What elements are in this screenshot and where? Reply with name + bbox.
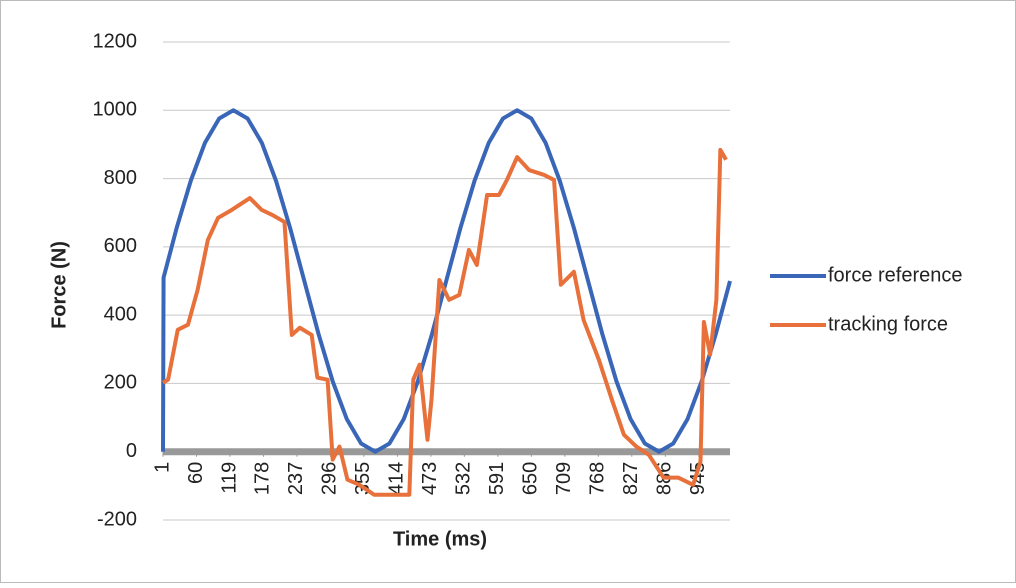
- y-tick-label: 1000: [93, 99, 138, 121]
- y-tick-label: 800: [104, 167, 137, 189]
- x-tick-label: 709: [553, 462, 575, 495]
- x-tick-label: 650: [520, 462, 542, 495]
- x-tick-label: 473: [419, 462, 441, 495]
- legend-label: force reference: [828, 264, 963, 286]
- x-tick-label: 827: [620, 462, 642, 495]
- x-tick-label: 768: [587, 462, 609, 495]
- legend-label: tracking force: [828, 313, 948, 335]
- x-tick-label: 532: [453, 462, 475, 495]
- x-tick-label: 414: [386, 462, 408, 495]
- x-tick-label: 355: [352, 462, 374, 495]
- y-tick-label: 0: [126, 440, 137, 462]
- y-tick-label: 200: [104, 372, 137, 394]
- y-tick-label: 1200: [93, 30, 138, 52]
- x-tick-label: 237: [285, 462, 307, 495]
- y-axis-title: Force (N): [48, 241, 70, 329]
- x-tick-label: 60: [185, 462, 207, 484]
- x-tick-label: 178: [252, 462, 274, 495]
- y-tick-label: -200: [97, 508, 137, 530]
- chart: Time (ms) Force (N) -200 0 200 400 600 800 100…: [0, 0, 1016, 583]
- x-tick-label: 1: [151, 462, 173, 473]
- y-tick-label: 600: [104, 235, 137, 257]
- x-axis-title: Time (ms): [393, 528, 487, 550]
- y-tick-label: 400: [104, 303, 137, 325]
- x-tick-label: 591: [486, 462, 508, 495]
- x-tick-label: 119: [218, 462, 240, 494]
- x-tick-label: 296: [319, 462, 341, 495]
